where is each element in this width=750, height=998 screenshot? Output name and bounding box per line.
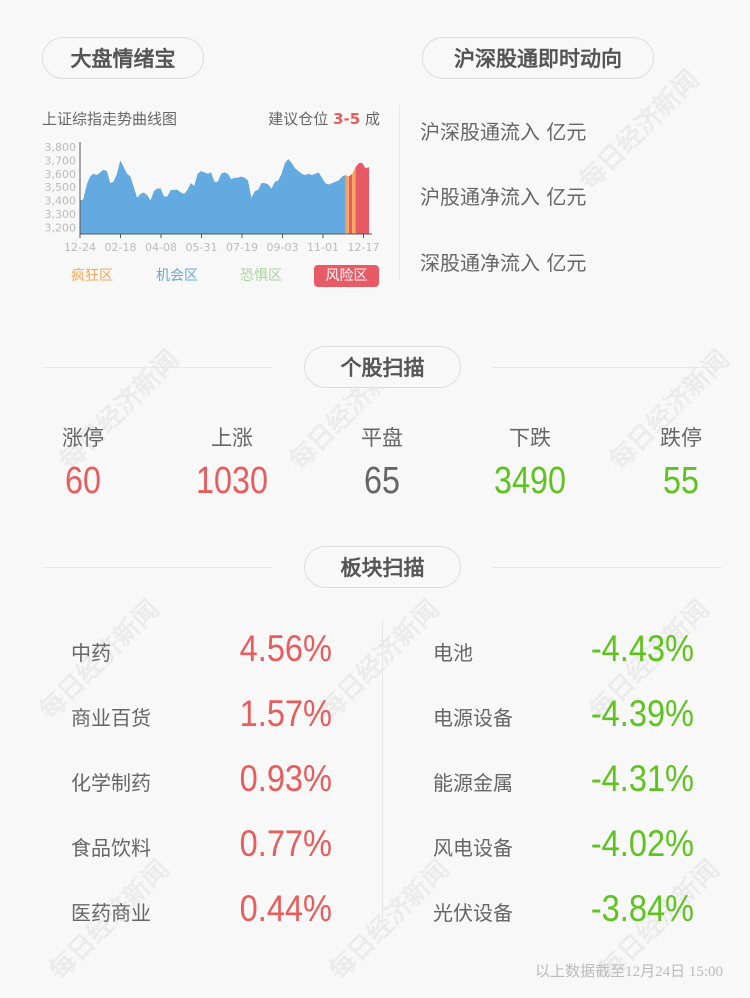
area-segment [352,167,356,234]
sector-name: 医药商业 [71,901,151,925]
sector-name: 电源设备 [433,706,513,730]
market-sentiment-title: 大盘情绪宝 [42,37,204,79]
stat-value: 60 [65,460,101,502]
sector-change: 1.57% [239,693,332,734]
legend-item: 恐惧区 [240,268,282,284]
sector-name: 中药 [71,641,111,665]
x-tick-label: 09-03 [267,241,299,254]
sector-change: 4.56% [239,628,332,669]
sector-change: 0.44% [239,888,332,929]
area-segment [80,159,346,234]
x-tick-label: 12-17 [348,241,380,254]
hsgt-flow: 沪深股通流入 亿元 [420,120,587,144]
stat-value: 1030 [196,460,268,502]
y-tick-label: 3,200 [45,221,77,234]
sector-name: 光伏设备 [433,901,513,925]
stat-label: 跌停 [660,426,702,450]
y-tick-label: 3,700 [45,154,77,167]
stat-value: 3490 [494,460,566,502]
divider [492,367,722,368]
divider [382,620,383,930]
sector-change: -4.43% [590,628,694,669]
y-tick-label: 3,400 [45,195,77,208]
position-advice: 建议仓位 3-5 成 [268,108,380,129]
sector-change: -4.02% [590,823,694,864]
sh-flow: 沪股通净流入 亿元 [420,185,587,209]
x-tick-label: 07-19 [226,241,258,254]
advice-value: 3-5 [333,110,361,128]
sector-name: 能源金属 [433,771,513,795]
advice-suffix: 成 [364,110,380,128]
sector-change: 0.77% [239,823,332,864]
data-timestamp: 以上数据截至12月24日 15:00 [535,964,723,980]
sector-change: -3.84% [590,888,694,929]
divider [399,105,400,280]
x-tick-label: 12-24 [64,241,96,254]
stat-label: 涨停 [62,426,104,450]
sector-change: -4.31% [590,758,694,799]
stat-value: 55 [663,460,699,502]
sector-name: 商业百货 [71,706,151,730]
stock-scan-title: 个股扫描 [304,346,461,388]
watermark: 每日经济新闻 [604,344,736,477]
hsgt-title: 沪深股通即时动向 [422,37,654,79]
area-segment [345,175,349,234]
legend-item: 疯狂区 [71,268,113,284]
x-tick-label: 02-18 [105,241,137,254]
stat-label: 平盘 [361,426,403,450]
watermark: 每日经济新闻 [574,64,706,197]
stat-label: 上涨 [211,426,253,450]
sector-name: 电池 [433,641,473,665]
area-segment [348,173,353,234]
sector-change: 0.93% [239,758,332,799]
legend-item: 风险区 [314,265,379,287]
divider [42,367,272,368]
area-segment [355,163,369,234]
chart-title: 上证综指走势曲线图 [42,110,178,128]
sector-change: -4.39% [590,693,694,734]
y-tick-label: 3,300 [45,208,77,221]
y-tick-label: 3,600 [45,168,77,181]
divider [42,567,272,568]
y-tick-label: 3,500 [45,181,77,194]
sector-name: 风电设备 [433,836,513,860]
x-tick-label: 11-01 [307,241,339,254]
watermark: 每日经济新闻 [54,344,186,477]
x-tick-label: 04-08 [145,241,177,254]
chart-legend: 疯狂区 机会区 恐惧区 风险区 [42,265,382,287]
sector-name: 食品饮料 [71,836,151,860]
sz-flow: 深股通净流入 亿元 [420,251,587,275]
stat-label: 下跌 [509,426,551,450]
stat-value: 65 [364,460,400,502]
sector-scan-title: 板块扫描 [304,546,461,588]
y-tick-label: 3,800 [45,141,77,154]
sector-name: 化学制药 [71,771,151,795]
x-tick-label: 05-31 [186,241,218,254]
advice-prefix: 建议仓位 [268,110,329,128]
legend-item: 机会区 [156,268,198,284]
divider [492,567,722,568]
